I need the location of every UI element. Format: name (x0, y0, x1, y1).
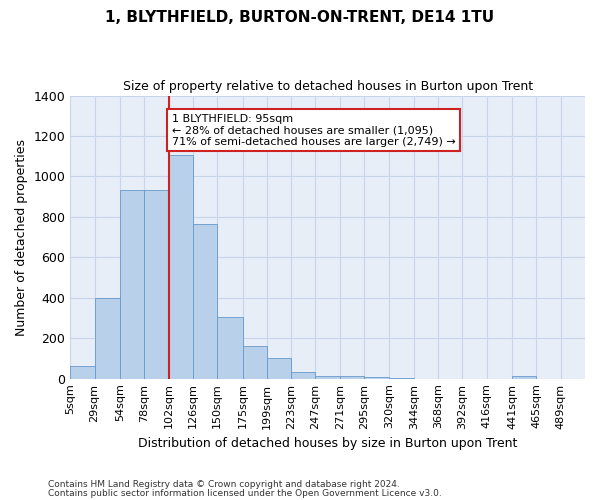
Bar (120, 190, 144, 378)
Bar (193, 224, 217, 378)
Bar (340, 376, 364, 378)
Text: Contains public sector information licensed under the Open Government Licence v3: Contains public sector information licen… (48, 489, 442, 498)
Bar (217, 317, 242, 378)
X-axis label: Distribution of detached houses by size in Burton upon Trent: Distribution of detached houses by size … (138, 437, 517, 450)
Bar (291, 372, 316, 378)
Bar (144, 190, 169, 378)
Text: 1, BLYTHFIELD, BURTON-ON-TRENT, DE14 1TU: 1, BLYTHFIELD, BURTON-ON-TRENT, DE14 1TU (106, 10, 494, 25)
Y-axis label: Number of detached properties: Number of detached properties (15, 138, 28, 336)
Title: Size of property relative to detached houses in Burton upon Trent: Size of property relative to detached ho… (122, 80, 533, 93)
Bar (267, 358, 291, 378)
Bar (364, 376, 389, 378)
Bar (316, 376, 340, 378)
Bar (169, 155, 193, 378)
Bar (242, 346, 267, 378)
Bar (70, 366, 95, 378)
Text: 1 BLYTHFIELD: 95sqm
← 28% of detached houses are smaller (1,095)
71% of semi-det: 1 BLYTHFIELD: 95sqm ← 28% of detached ho… (172, 114, 455, 147)
Text: Contains HM Land Registry data © Crown copyright and database right 2024.: Contains HM Land Registry data © Crown c… (48, 480, 400, 489)
Bar (95, 298, 120, 378)
Bar (512, 376, 536, 378)
